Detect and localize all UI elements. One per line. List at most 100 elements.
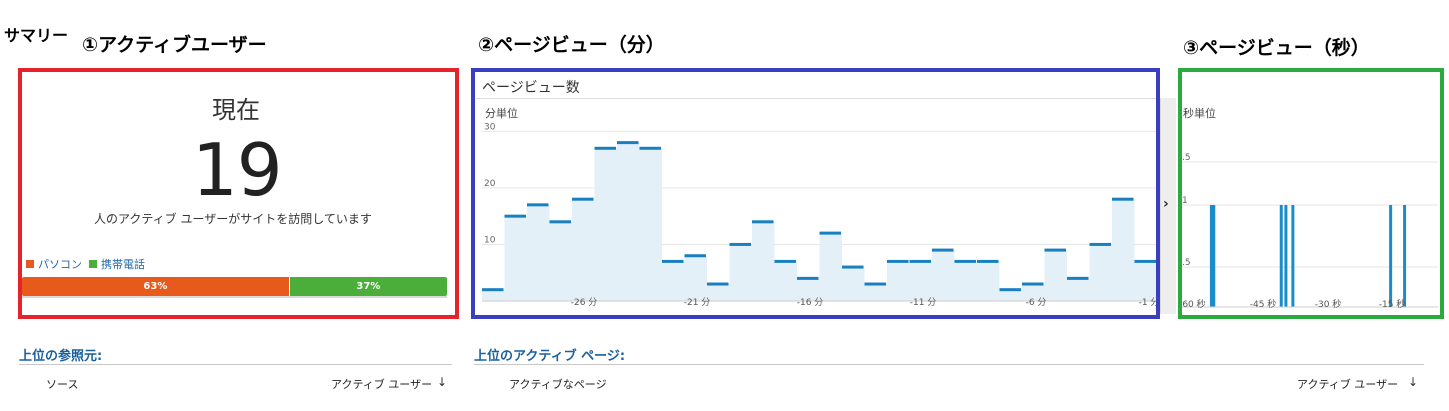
minute-bar-top (482, 288, 504, 292)
minute-bar-top (527, 203, 549, 207)
second-bar (1212, 205, 1216, 307)
minute-bar-fill (482, 289, 505, 301)
x-tick-label: -6 分 (1026, 297, 1047, 308)
second-bar (1284, 205, 1288, 307)
device-split-pc-label: 63% (143, 281, 168, 292)
active-pages-table-top-border (474, 364, 1424, 365)
referrers-col-source[interactable]: ソース (46, 378, 79, 391)
minute-bar-fill (774, 261, 797, 301)
device-split-mobile[interactable]: 37% (289, 277, 447, 296)
second-bar (1389, 205, 1393, 307)
minute-bar-fill (639, 148, 662, 301)
minute-bar-top (1134, 259, 1156, 263)
minute-bar-fill (572, 199, 595, 301)
minute-bar-top (1067, 276, 1089, 280)
minute-bar-top (1022, 282, 1044, 286)
device-split-shadow (22, 296, 447, 298)
second-bar (1403, 205, 1407, 307)
chart-scroll-strip[interactable] (1160, 98, 1176, 314)
y-tick-label: 20 (484, 179, 496, 189)
chevron-right-icon[interactable]: › (1163, 196, 1169, 212)
top-active-pages-title: 上位のアクティブ ページ: (474, 349, 626, 364)
sort-desc-icon[interactable]: ↓ (437, 375, 448, 389)
minute-bar-fill (932, 250, 955, 301)
minute-bar-fill (842, 267, 865, 301)
legend-mobile: 携帯電話 (89, 256, 145, 272)
minute-bar-fill (1067, 278, 1090, 301)
minute-bar-fill (887, 261, 910, 301)
minute-bar-top (977, 259, 999, 263)
minute-bar-top (752, 220, 774, 224)
active-users-highlight-frame (18, 68, 459, 319)
legend-pc: パソコン (26, 256, 82, 272)
minute-bar-fill (729, 244, 752, 301)
minute-bar-top (909, 259, 931, 263)
x-tick-label: -1 分 (1139, 297, 1159, 308)
pageview-second-highlight-frame (1178, 68, 1444, 319)
minute-bar-top (932, 248, 954, 252)
minute-bar-top (594, 146, 616, 150)
minute-bar-top (662, 259, 684, 263)
minute-bar-fill (1089, 244, 1112, 301)
second-bar (1291, 205, 1295, 307)
minute-bar-top (774, 259, 796, 263)
sort-desc-icon[interactable]: ↓ (1408, 375, 1419, 389)
y-tick-label: 30 (484, 122, 496, 132)
pageview-minute-section-title: ②ページビュー（分） (478, 34, 665, 56)
active-users-section-title: ①アクティブユーザー (82, 34, 267, 56)
minute-unit-label: 分単位 (485, 107, 518, 120)
y-tick-label: 10 (484, 235, 496, 245)
minute-bar-fill (909, 261, 932, 301)
x-tick-label: -15 秒 (1379, 298, 1406, 310)
minute-bar-fill (662, 261, 685, 301)
summary-label: サマリー (4, 26, 69, 45)
minute-bar-top (639, 146, 661, 150)
minute-bar-top (1089, 242, 1111, 246)
minute-bar-top (954, 259, 976, 263)
minute-bar-fill (1134, 261, 1157, 301)
second-unit-label: 秒単位 (1183, 107, 1216, 120)
minute-bar-top (684, 254, 706, 258)
minute-bar-top (549, 220, 571, 224)
referrers-table-top-border (19, 364, 452, 365)
device-split-mobile-label: 37% (356, 281, 381, 292)
top-referrers-title: 上位の参照元: (19, 349, 103, 364)
minute-bar-fill (977, 261, 1000, 301)
minute-bar-top (1044, 248, 1066, 252)
minute-bar-fill (1112, 199, 1135, 301)
legend-pc-swatch (26, 260, 34, 268)
pageview-second-chart: .5 1 .5 60 秒 -45 秒 -30 秒 -15 秒 (1182, 153, 1438, 310)
now-label: 現在 (212, 96, 260, 124)
device-split-bar: 63% 37% (22, 277, 447, 296)
minute-bar-fill (954, 261, 977, 301)
active-user-count: 19 (192, 128, 283, 212)
minute-bar-fill (999, 289, 1022, 301)
referrers-col-active-users[interactable]: アクティブ ユーザー (331, 378, 433, 391)
minute-bar-fill (819, 233, 842, 301)
pageview-second-section-title: ③ページビュー（秒） (1183, 37, 1370, 59)
second-bar (1209, 205, 1213, 307)
minute-bar-top (887, 259, 909, 263)
x-tick-label: -30 秒 (1315, 298, 1342, 310)
minute-bar-fill (797, 278, 820, 301)
minute-bar-top (797, 276, 819, 280)
minute-bar-fill (1044, 250, 1067, 301)
minute-bar-fill (549, 221, 572, 301)
minute-bar-top (707, 282, 729, 286)
active-pages-col-page[interactable]: アクティブなページ (509, 378, 607, 391)
minute-bar-fill (594, 148, 617, 301)
x-tick-label: -26 分 (571, 297, 598, 308)
device-split-pc[interactable]: 63% (22, 277, 290, 296)
minute-bar-top (572, 197, 594, 201)
minute-bar-fill (1022, 284, 1045, 301)
y-tick-label: .5 (1182, 258, 1191, 268)
minute-bar-top (729, 242, 751, 246)
minute-bar-fill (527, 204, 550, 301)
minute-bar-fill (752, 221, 775, 301)
minute-bar-top (504, 214, 526, 218)
minute-bar-top (864, 282, 886, 286)
second-bar (1279, 205, 1283, 307)
active-pages-col-active-users[interactable]: アクティブ ユーザー (1297, 378, 1399, 391)
x-tick-label: 60 秒 (1182, 298, 1205, 310)
minute-bar-top (842, 265, 864, 269)
